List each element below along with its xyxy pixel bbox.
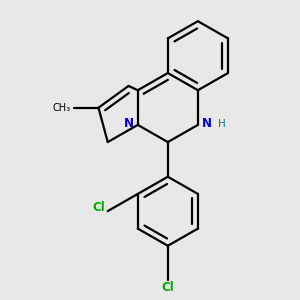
Text: H: H — [218, 119, 226, 129]
Text: N: N — [202, 117, 212, 130]
Text: Cl: Cl — [161, 280, 174, 294]
Text: CH₃: CH₃ — [52, 103, 70, 113]
Text: N: N — [124, 117, 134, 130]
Text: Cl: Cl — [92, 201, 105, 214]
